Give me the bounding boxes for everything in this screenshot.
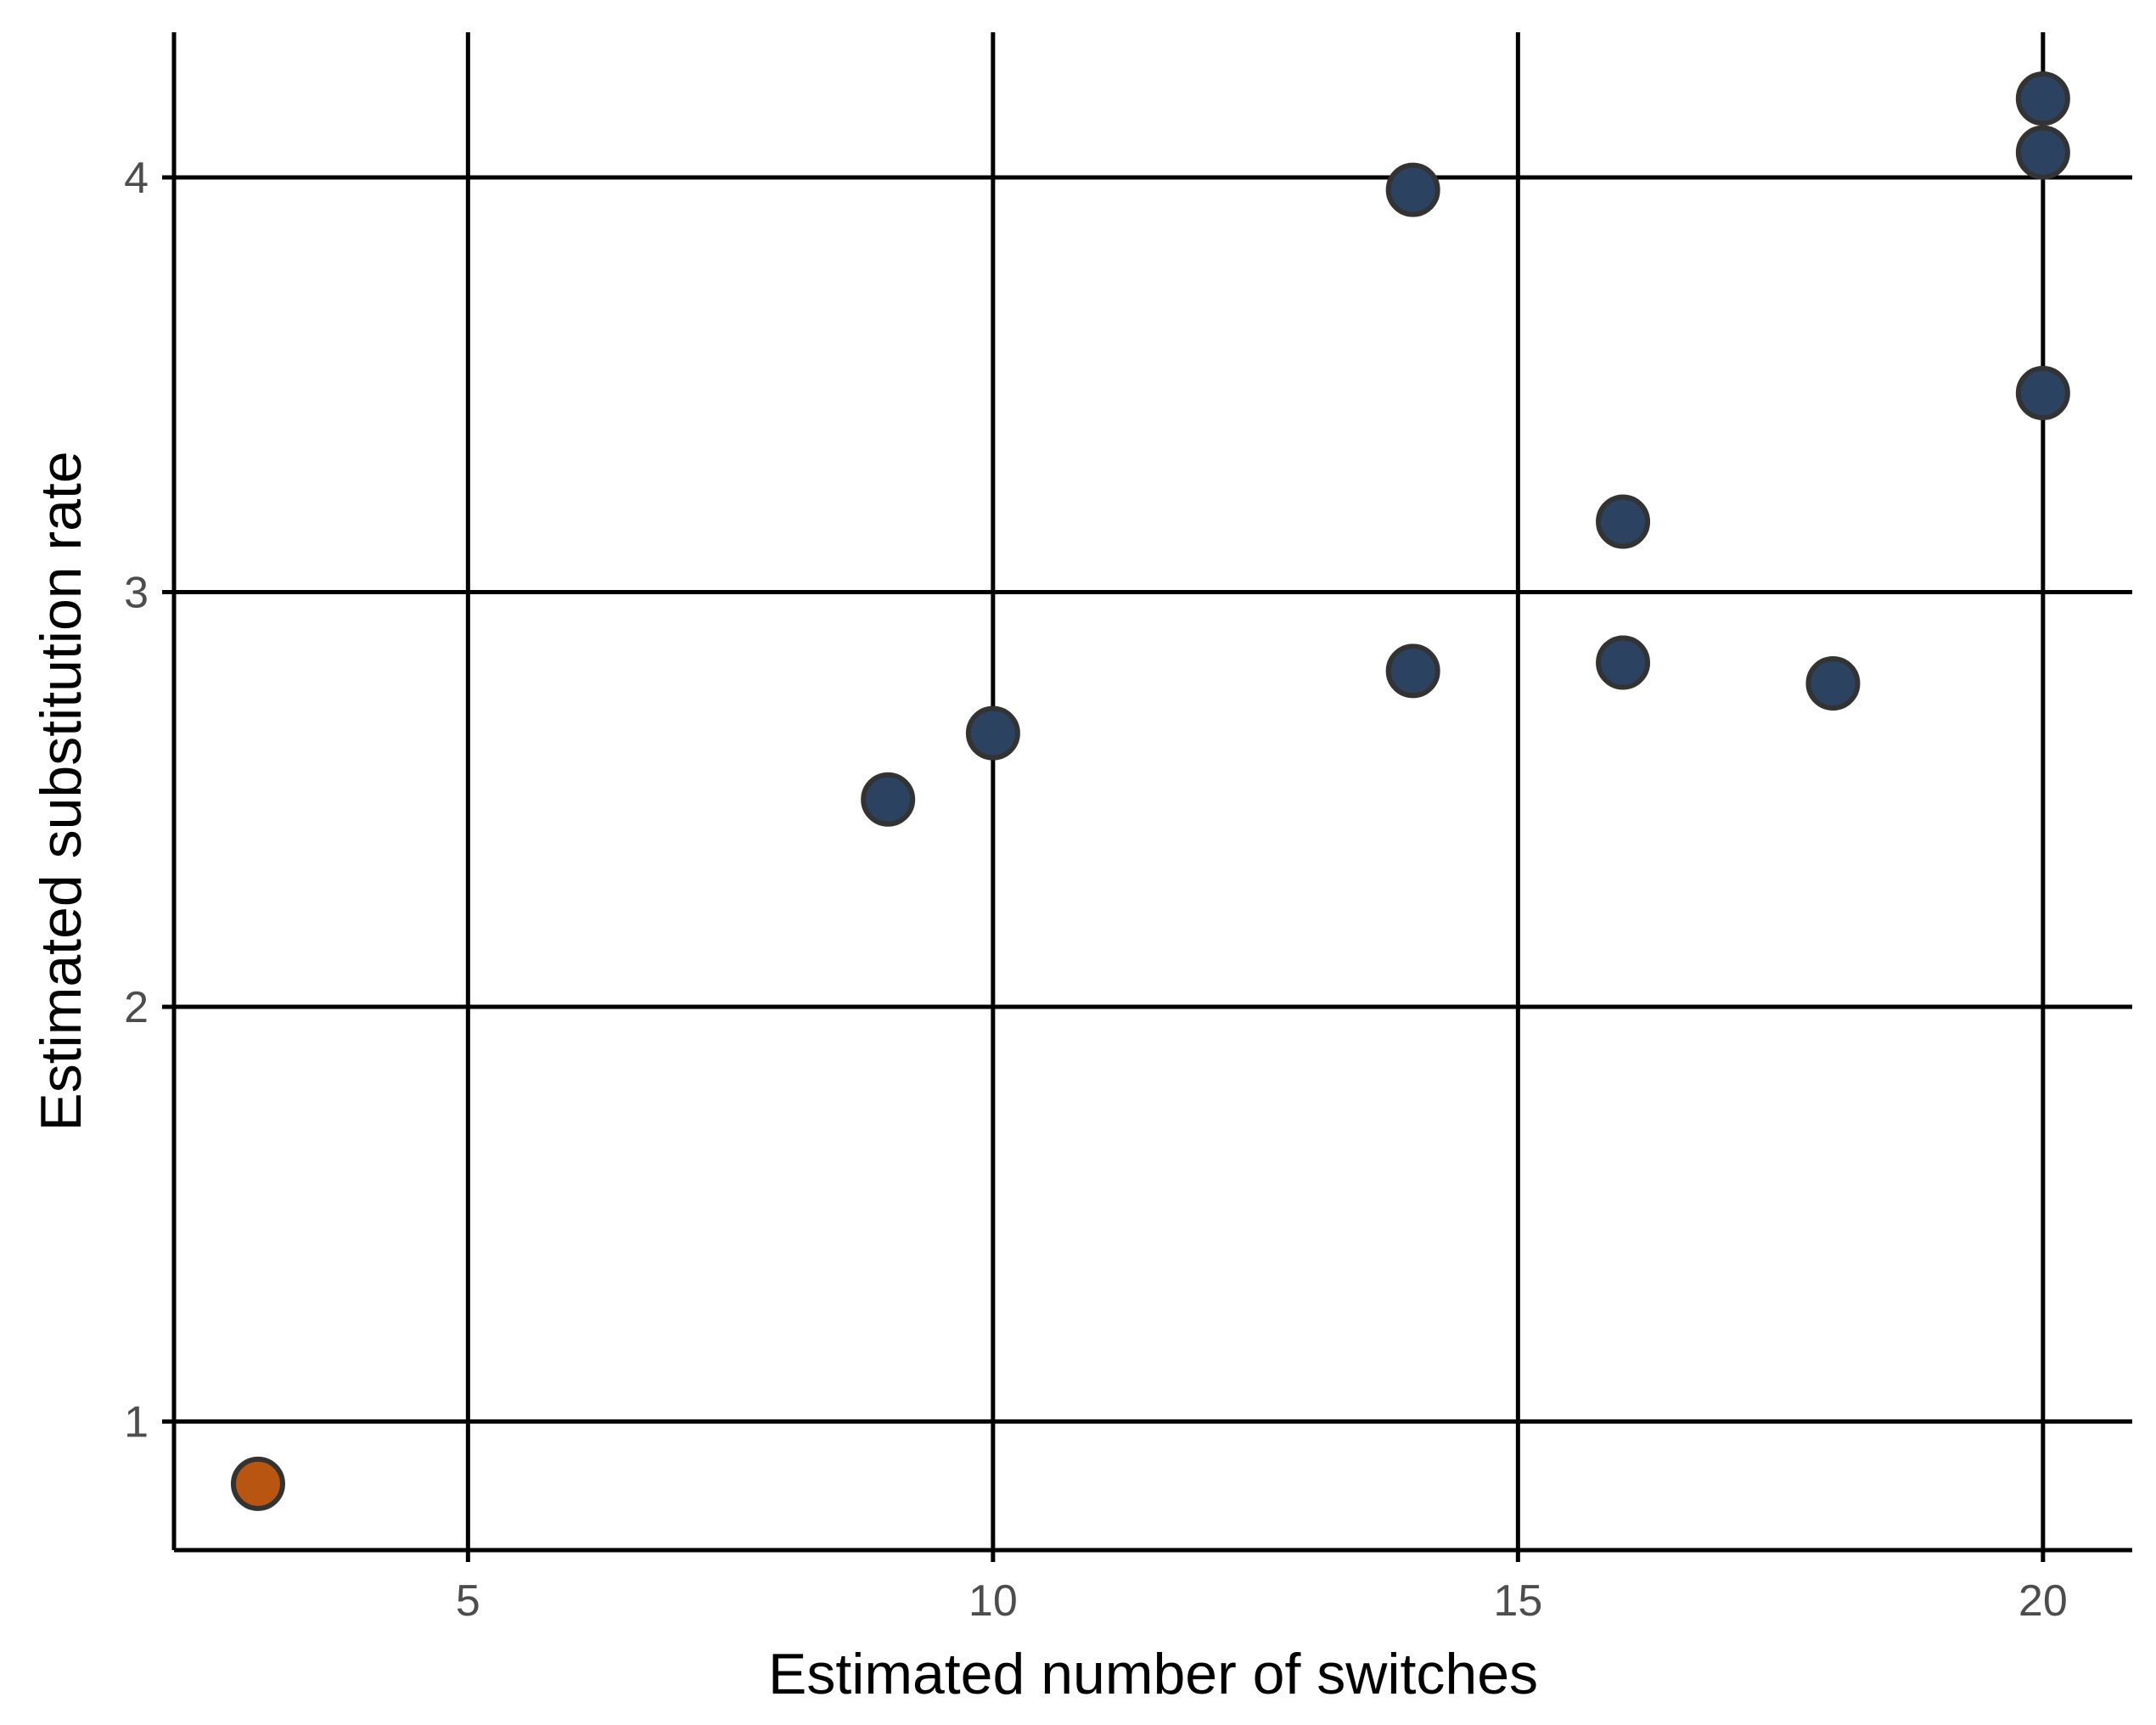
y-tick-label: 3 (124, 569, 149, 618)
y-axis-title: Estimated substitution rate (29, 451, 93, 1131)
grid-lines (174, 32, 2132, 1550)
x-tick-label: 10 (969, 1576, 1018, 1626)
data-point (965, 705, 1020, 761)
x-tick-label: 5 (456, 1576, 480, 1626)
data-point (2015, 366, 2070, 421)
tick-labels: 5 10 15 20 1 2 3 4 (124, 154, 2068, 1626)
y-tick-label: 4 (124, 154, 149, 203)
x-axis-title: Estimated number of switches (768, 1642, 1538, 1706)
y-tick-label: 1 (124, 1398, 149, 1447)
data-point (1385, 162, 1440, 217)
data-point (2015, 71, 2070, 126)
x-tick-label: 20 (2018, 1576, 2068, 1626)
x-tick-label: 15 (1493, 1576, 1542, 1626)
y-tick-label: 2 (124, 983, 149, 1032)
data-point (2015, 125, 2070, 180)
data-point (230, 1456, 285, 1511)
data-points (230, 71, 2070, 1511)
axes (162, 32, 2132, 1562)
data-point (1805, 655, 1861, 711)
data-point (1385, 643, 1440, 699)
data-point (1596, 494, 1651, 549)
data-point (861, 772, 916, 827)
data-point (1596, 635, 1651, 690)
